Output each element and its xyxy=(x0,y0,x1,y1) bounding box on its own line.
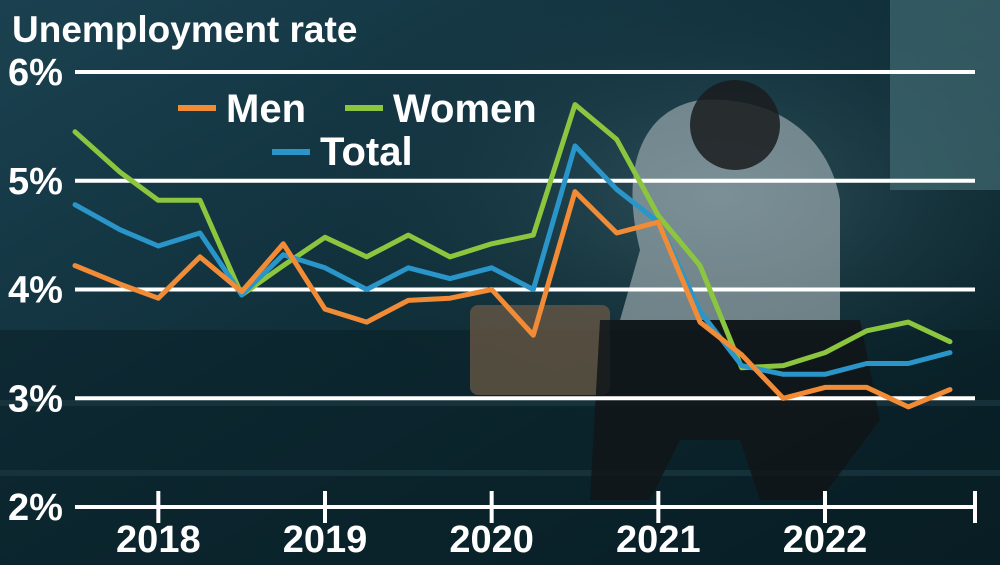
legend-label-total: Total xyxy=(320,130,413,174)
series-line-men xyxy=(72,189,953,410)
x-tick-label: 2021 xyxy=(616,519,701,561)
y-tick-label: 6% xyxy=(8,52,63,94)
briefcase-shape xyxy=(470,305,610,395)
y-tick-label: 4% xyxy=(8,270,63,312)
x-tick-label: 2020 xyxy=(449,519,534,561)
series-line-women xyxy=(72,102,953,371)
chart-title: Unemployment rate xyxy=(12,9,357,50)
y-axis-ticks: 6% 5% 4% 3% 2% xyxy=(8,52,63,529)
x-tick-label: 2019 xyxy=(283,519,368,561)
y-tick-label: 3% xyxy=(8,378,63,420)
x-axis: 2018 2019 2020 2021 2022 xyxy=(75,491,977,561)
series-line-total xyxy=(72,143,953,377)
gridlines xyxy=(75,70,975,401)
series-lines xyxy=(72,102,953,410)
legend-label-men: Men xyxy=(226,87,306,131)
person-legs-shape xyxy=(590,320,880,500)
y-tick-label: 5% xyxy=(8,161,63,203)
person-head-shape xyxy=(690,80,780,170)
legend-label-women: Women xyxy=(393,87,537,131)
x-tick-label: 2018 xyxy=(116,519,201,561)
x-tick-label: 2022 xyxy=(783,519,868,561)
y-tick-label: 2% xyxy=(8,487,63,529)
legend: Men Women Total xyxy=(178,87,537,174)
